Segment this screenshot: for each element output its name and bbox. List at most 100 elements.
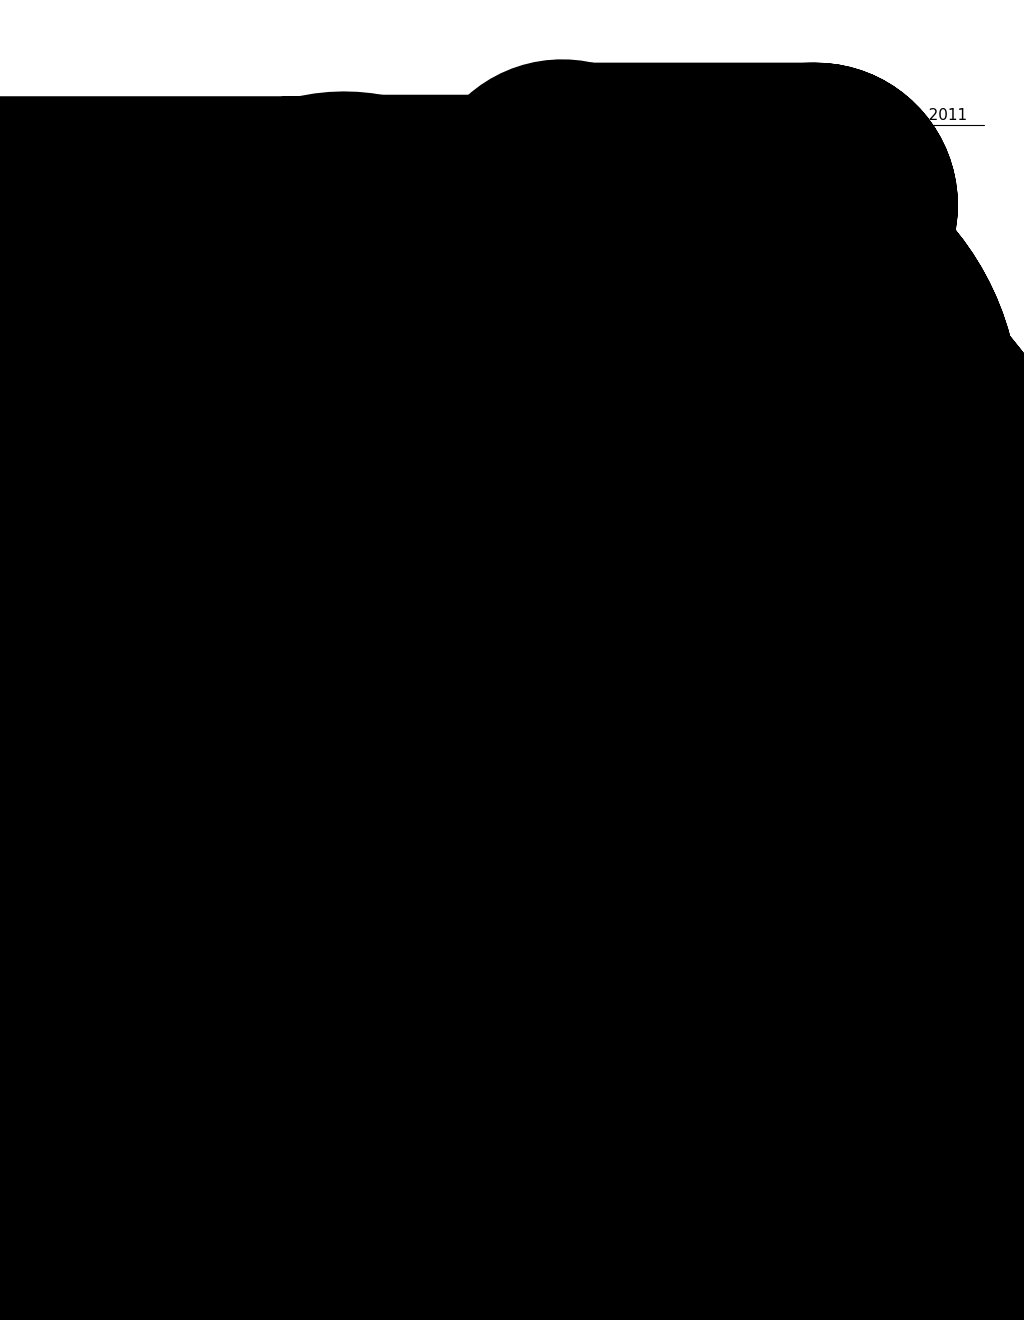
Text: MHz, CD₃OD) δ 8.97-8.95 (d, J=5.34 Hz, 1H), 8.71-8.66 (t,: MHz, CD₃OD) δ 8.97-8.95 (d, J=5.34 Hz, 1… [57, 622, 396, 635]
Text: NH₂: NH₂ [607, 190, 626, 201]
Text: N: N [160, 327, 167, 338]
Text: 2HCl: 2HCl [663, 711, 689, 722]
Text: O: O [210, 842, 217, 853]
Text: iPr₂NH, THF: iPr₂NH, THF [668, 862, 728, 873]
Text: Boc: Boc [232, 993, 250, 1003]
Text: Example 4.48d: Example 4.48d [203, 154, 297, 168]
Text: 11(7H)-one: 11(7H)-one [216, 198, 284, 211]
Text: MS (ESI): 328 (MH⁺). MS (ESI): 328 (MH⁺); ¹H NMR (300: MS (ESI): 328 (MH⁺). MS (ESI): 328 (MH⁺)… [57, 609, 380, 622]
Text: Boc: Boc [162, 803, 180, 813]
Text: N: N [540, 727, 547, 737]
Text: [0800]: [0800] [57, 774, 103, 785]
Text: N: N [154, 279, 161, 288]
Text: Cl: Cl [714, 187, 723, 198]
Text: To a solution of diisopropylamine (1.59 g, 15.7: To a solution of diisopropylamine (1.59 … [570, 935, 844, 948]
Text: Boc: Boc [212, 894, 230, 903]
Text: NH₃, MeOH: NH₃, MeOH [298, 1022, 355, 1032]
Text: J=8.28 Hz, 1H), 5.48 (s, 1H), 3.53 (s, 1H), 2.22-2.08 (m, 4H),: J=8.28 Hz, 1H), 5.48 (s, 1H), 3.53 (s, 1… [57, 661, 412, 675]
Text: [0801]: [0801] [520, 814, 566, 828]
Text: 2. HCl: 2. HCl [295, 326, 327, 337]
Text: The title compound was prepared according to the: The title compound was prepared accordin… [110, 570, 410, 583]
Text: NH: NH [541, 366, 555, 375]
Text: CH₂Cl₂: CH₂Cl₂ [754, 312, 787, 321]
Text: N: N [168, 408, 176, 418]
Text: N: N [540, 568, 547, 578]
Text: Synthesis of the 2HCl salt of 13a-methyl-8-(pyridin-: Synthesis of the 2HCl salt of 13a-methyl… [97, 729, 402, 741]
Text: O: O [642, 282, 649, 292]
Text: NH: NH [602, 389, 616, 400]
Text: J=7.97 Hz, 1H), 8.51-8.48 (d, J=8.28 Hz, 1H), 8.38-8.35 (d,: J=7.97 Hz, 1H), 8.51-8.48 (d, J=8.28 Hz,… [57, 635, 400, 648]
Text: lidine-1,2-dicarboxylate (3.0 g, 13.0 mmol) was dissolved in: lidine-1,2-dicarboxylate (3.0 g, 13.0 mm… [520, 987, 874, 1001]
Text: dine-1,2-dicarboxylate: dine-1,2-dicarboxylate [653, 799, 786, 810]
Text: Br: Br [606, 587, 616, 598]
Text: N: N [146, 805, 154, 814]
Text: experimental procedure as described in Example 1.1. The: experimental procedure as described in E… [57, 583, 400, 597]
Text: the same temperature for 30 min. 1-tert-butyl-2-methylpyrro-: the same temperature for 30 min. 1-tert-… [520, 974, 888, 987]
Text: NH: NH [606, 498, 621, 508]
Text: N: N [667, 694, 674, 704]
Text: Cl: Cl [565, 356, 574, 366]
Text: TFA: TFA [754, 300, 772, 310]
Text: O: O [260, 932, 267, 942]
Text: 8,9-dihydro-6H-6,9-ethanopyrido[2,1-b]quinazolin-: 8,9-dihydro-6H-6,9-ethanopyrido[2,1-b]qu… [100, 185, 400, 198]
Text: N: N [540, 663, 547, 673]
Text: O: O [749, 172, 756, 182]
Text: Pd(OAc)₂, Ph₃P: Pd(OAc)₂, Ph₃P [686, 597, 758, 606]
Text: US 2011/0319380 A1: US 2011/0319380 A1 [57, 108, 219, 123]
Text: nBuLi, MeI: nBuLi, MeI [245, 843, 299, 853]
Text: Example 4.49a: Example 4.49a [673, 770, 767, 783]
Text: Dec. 29, 2011: Dec. 29, 2011 [860, 108, 967, 123]
Text: H₂, Pd/C: H₂, Pd/C [298, 1034, 340, 1043]
Text: CH₃CN: CH₃CN [733, 411, 767, 421]
Text: Boc: Boc [587, 833, 605, 843]
Text: NaI, K₂CO₃: NaI, K₂CO₃ [733, 400, 787, 411]
Text: O: O [627, 381, 635, 392]
Text: N: N [552, 455, 560, 465]
Text: N: N [197, 895, 204, 906]
Text: N: N [571, 836, 579, 845]
Text: O: O [171, 363, 179, 372]
Text: O: O [635, 873, 642, 882]
Text: Cl: Cl [653, 300, 663, 310]
Text: O: O [820, 873, 827, 882]
Text: product was then converted to the corresponding HCl salt.: product was then converted to the corres… [57, 597, 403, 609]
Text: O: O [186, 492, 194, 503]
Text: H₂N: H₂N [674, 473, 692, 483]
Text: Cl: Cl [580, 256, 590, 267]
Text: O: O [806, 886, 814, 895]
Text: O: O [247, 1051, 255, 1061]
Text: [0802]: [0802] [520, 935, 566, 948]
Text: HOOC: HOOC [658, 498, 687, 507]
Text: n-hexane) dropwise at 0° C. Then the solution was stirred at: n-hexane) dropwise at 0° C. Then the sol… [520, 961, 878, 974]
Text: CuI, Et₃N, DMF: CuI, Et₃N, DMF [300, 313, 372, 323]
Text: 1.: 1. [750, 572, 761, 582]
Text: 2-ylethynyl)-2,3,13,13a-tetrahydro-1H-pyrrolo[1’,2’:: 2-ylethynyl)-2,3,13,13a-tetrahydro-1H-py… [96, 741, 403, 754]
Text: iPr₂EtN: iPr₂EtN [812, 195, 848, 205]
Text: O: O [622, 886, 629, 895]
Text: O: O [508, 729, 516, 739]
Text: 10 μM: ++.: 10 μM: ++. [57, 686, 125, 700]
Text: Boc: Boc [557, 264, 573, 272]
Text: O: O [197, 855, 204, 865]
Text: N: N [561, 165, 568, 176]
Text: NH: NH [616, 290, 632, 300]
Text: Br: Br [233, 301, 244, 312]
Text: Br: Br [748, 473, 758, 483]
Text: N: N [216, 995, 223, 1005]
Text: mmol) in THF (10 mL) was added n-BuLi (7.54 mL, 2.5 M in: mmol) in THF (10 mL) was added n-BuLi (7… [520, 948, 868, 961]
Text: -continued: -continued [640, 153, 707, 166]
Text: Synthesis of 1-tert-butyl 2-methyl 2-methylpyrroli-: Synthesis of 1-tert-butyl 2-methyl 2-met… [570, 785, 870, 799]
Text: CuI, Et₃N, DMF: CuI, Et₃N, DMF [686, 606, 758, 616]
Text: N: N [377, 286, 385, 296]
Text: Cl: Cl [754, 172, 763, 182]
Text: O: O [246, 945, 254, 956]
Text: toluene: toluene [302, 933, 341, 942]
Text: 1.95-1.88 (m, 4H). mGluR5 PAM EC₅₀: +++++. Fold shift at: 1.95-1.88 (m, 4H). mGluR5 PAM EC₅₀: ++++… [57, 675, 408, 686]
Text: Example 4.49: Example 4.49 [207, 713, 293, 726]
Text: Pd(OAc)₂, Ph₃P: Pd(OAc)₂, Ph₃P [300, 304, 372, 313]
Text: 2. HCl, Et₂O: 2. HCl, Et₂O [686, 616, 746, 627]
Text: iPr₂NH, THF: iPr₂NH, THF [245, 832, 304, 842]
Text: HCl: HCl [268, 459, 288, 470]
Text: J=8.04 Hz, 1H), 8.16-8.11 (t, J=6.30 Hz, 2H), 8.05-8.02 (d,: J=8.04 Hz, 1H), 8.16-8.11 (t, J=6.30 Hz,… [57, 648, 398, 661]
Text: N: N [571, 265, 579, 275]
